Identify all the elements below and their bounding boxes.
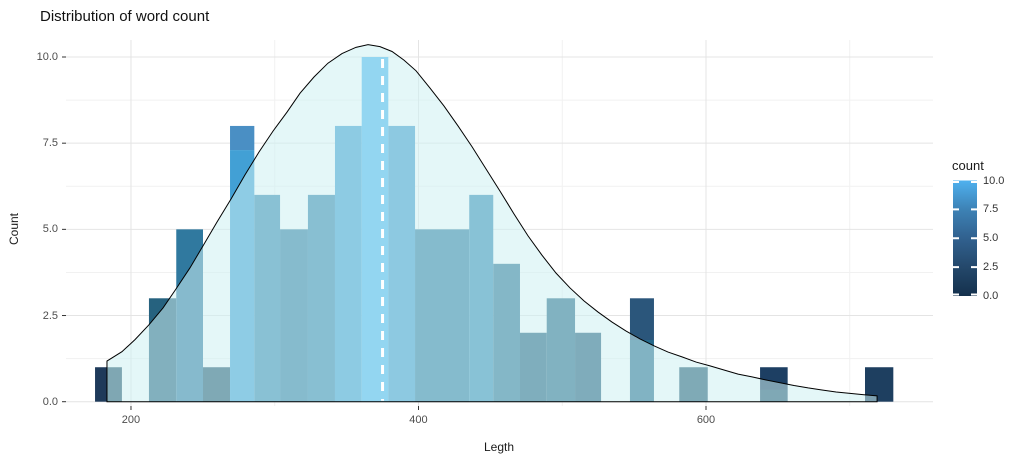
y-axis-tick-label: 0.0 <box>42 395 58 408</box>
x-axis-tick-label: 400 <box>409 414 428 426</box>
legend-title: count <box>952 158 984 173</box>
chart-title: Distribution of word count <box>40 8 210 25</box>
y-axis-tick-label: 10.0 <box>36 51 58 63</box>
legend-tick-label: 7.5 <box>983 203 999 216</box>
legend-tick <box>953 293 959 296</box>
histogram-bar <box>629 298 654 340</box>
density-curve <box>106 44 878 403</box>
legend-tick <box>953 208 959 211</box>
legend-tick <box>971 208 977 211</box>
legend-tick <box>953 266 959 269</box>
legend-tick <box>971 266 977 269</box>
legend-tick <box>953 181 959 183</box>
x-axis-tick-label: 600 <box>696 414 716 426</box>
legend-tick <box>971 293 977 296</box>
histogram-bar <box>230 125 255 151</box>
legend-tick <box>971 181 977 183</box>
y-axis-tick-label: 2.5 <box>42 309 58 322</box>
legend-tick <box>953 237 959 240</box>
legend-tick <box>971 237 977 240</box>
legend-tick-label: 0.0 <box>983 290 999 302</box>
x-axis-tick-label: 200 <box>121 414 141 426</box>
legend-tick-label: 10.0 <box>983 174 1005 187</box>
legend-tick-label: 5.0 <box>983 232 999 245</box>
y-axis-tick-label: 7.5 <box>42 137 58 150</box>
legend-tick-label: 2.5 <box>983 261 999 274</box>
histogram-bar <box>95 367 107 402</box>
x-axis-title: Legth <box>483 440 515 454</box>
y-axis-tick-label: 5.0 <box>42 223 58 236</box>
